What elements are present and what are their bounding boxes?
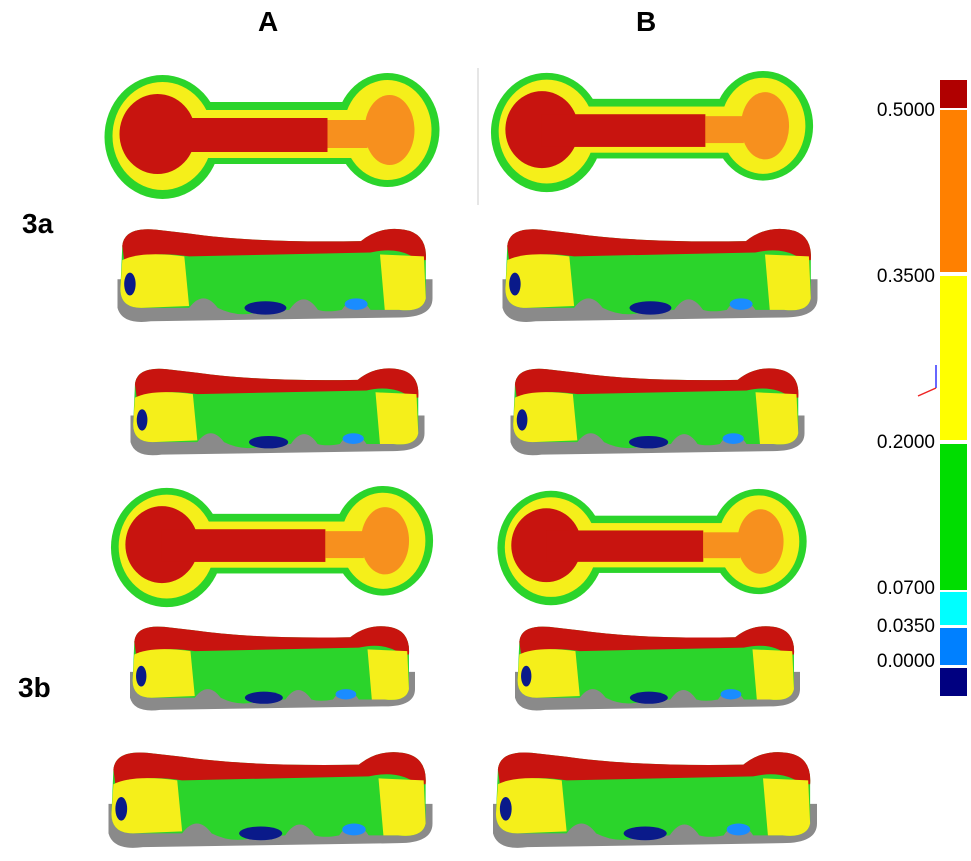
row-label: 3b — [18, 672, 51, 704]
scale-label: 0.5000 — [845, 100, 935, 122]
scale-label: 0.2000 — [845, 432, 935, 454]
scale-segment — [940, 80, 967, 108]
occlusal-scan — [111, 486, 433, 607]
lingual-scan — [511, 368, 805, 455]
buccal-scan — [515, 626, 800, 710]
scans — [0, 0, 971, 861]
scale-label: 0.3500 — [845, 266, 935, 288]
column-a-scans — [105, 73, 440, 848]
lingual-scan — [493, 752, 817, 848]
column-label: A — [258, 6, 278, 38]
scale-segment — [940, 668, 967, 696]
scale-segment — [940, 110, 967, 272]
lingual-scan — [131, 368, 425, 455]
axis-triad — [918, 365, 936, 396]
lingual-scan — [109, 752, 433, 848]
scale-label: 0.0000 — [845, 651, 935, 673]
column-b-scans — [491, 71, 818, 848]
occlusal-scan — [497, 489, 806, 605]
figure: A B 3a 3b 0.5000 0.3500 0.2000 0.0700 0.… — [0, 0, 971, 861]
column-label: B — [636, 6, 656, 38]
scale-segment — [940, 276, 967, 440]
buccal-scan — [503, 229, 818, 322]
color-scale — [940, 80, 967, 696]
row-label: 3a — [22, 208, 53, 240]
scale-label: 0.0350 — [845, 616, 935, 638]
scale-label: 0.0700 — [845, 578, 935, 600]
axis-x — [918, 388, 936, 396]
scale-segment — [940, 444, 967, 590]
buccal-scan — [130, 626, 415, 710]
occlusal-scan — [491, 71, 813, 192]
scale-segment — [940, 592, 967, 625]
occlusal-scan — [105, 73, 440, 199]
buccal-scan — [118, 229, 433, 322]
scale-segment — [940, 628, 967, 665]
